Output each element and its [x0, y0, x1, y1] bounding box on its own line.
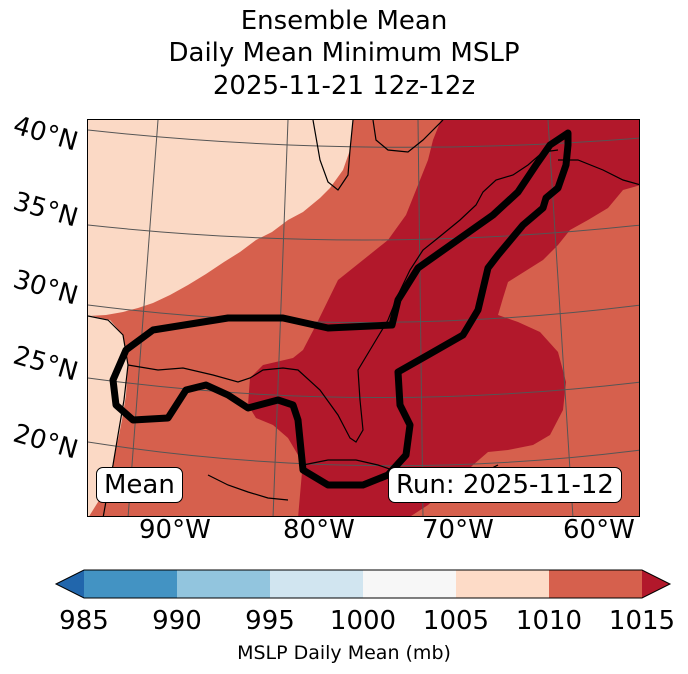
pressure-field-low	[248, 120, 639, 516]
colorbar-tick-1015: 1015	[608, 606, 676, 636]
lat-label-35: 35°N	[9, 186, 82, 234]
colorbar-bin-1010-1015	[549, 570, 642, 598]
colorbar-tick-1000: 1000	[329, 606, 397, 636]
colorbar-tick-995: 995	[245, 606, 295, 636]
title-line-1: Ensemble Mean	[240, 6, 448, 36]
colorbar-extend-high	[642, 570, 670, 598]
colorbar-tick-990: 990	[152, 606, 202, 636]
map-panel	[87, 119, 640, 517]
colorbar-bin-985-990	[84, 570, 177, 598]
map-canvas	[88, 120, 639, 516]
lat-label-30: 30°N	[9, 264, 82, 312]
colorbar-tick-1010: 1010	[515, 606, 583, 636]
mslp-contour	[109, 129, 572, 489]
lon-label-60w: 60°W	[563, 515, 635, 545]
title-line-3: 2025-11-21 12z-12z	[212, 71, 476, 101]
colorbar-outline	[54, 569, 672, 599]
colorbar-bin-995-1000	[270, 570, 363, 598]
colorbar-bin-1005-1010	[456, 570, 549, 598]
lat-label-20: 20°N	[9, 418, 82, 466]
title-line-2: Daily Mean Minimum MSLP	[168, 38, 520, 68]
mean-label: Mean	[96, 467, 183, 503]
colorbar-bin-990-995	[177, 570, 270, 598]
colorbar-tick-1005: 1005	[422, 606, 490, 636]
colorbar-tick-985: 985	[59, 606, 109, 636]
lon-label-90w: 90°W	[139, 515, 211, 545]
run-date-label: Run: 2025-11-12	[388, 467, 622, 503]
colorbar	[54, 569, 672, 599]
colorbar-label: MSLP Daily Mean (mb)	[237, 642, 451, 664]
lon-label-80w: 80°W	[283, 515, 355, 545]
lat-label-40: 40°N	[9, 110, 82, 158]
colorbar-bin-1000-1005	[363, 570, 456, 598]
lon-label-70w: 70°W	[422, 515, 494, 545]
lat-label-25: 25°N	[9, 340, 82, 388]
colorbar-extend-low	[56, 570, 84, 598]
